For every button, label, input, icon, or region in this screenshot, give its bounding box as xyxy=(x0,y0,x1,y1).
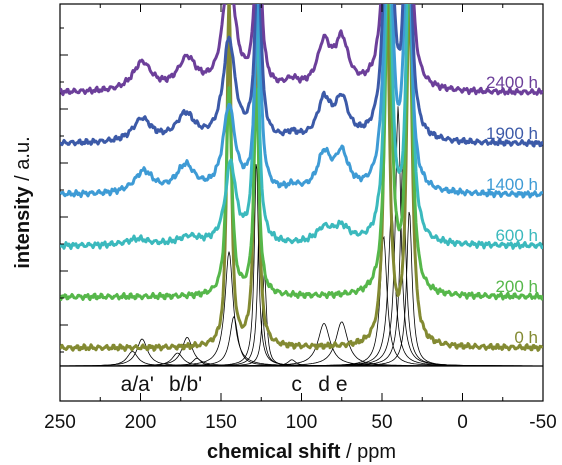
peak-labels: a/a' b/b' c d e xyxy=(121,373,348,396)
fit-component xyxy=(60,315,543,366)
fit-component xyxy=(60,359,543,366)
series-line xyxy=(60,4,543,148)
x-ticks: 250 200 150 100 50 0 -50 xyxy=(44,4,557,433)
spectra-series xyxy=(60,4,543,352)
series-label: 600 h xyxy=(495,226,538,245)
series-line xyxy=(60,4,543,199)
series-label: 1400 h xyxy=(486,175,538,194)
x-tick-label: 250 xyxy=(44,412,76,433)
x-axis-title: chemical shift / ppm xyxy=(207,441,396,463)
series-label: 200 h xyxy=(495,277,538,296)
x-tick-label: 200 xyxy=(125,412,157,433)
series-line xyxy=(60,4,543,302)
fit-component xyxy=(60,211,543,366)
series-line xyxy=(60,4,543,352)
x-tick-label: 150 xyxy=(205,412,237,433)
plot-frame xyxy=(59,3,544,402)
peak-label: a/a' xyxy=(121,373,154,396)
x-tick-label: -50 xyxy=(529,412,556,433)
peak-label: e xyxy=(336,373,348,396)
y-axis-title: intensity / a.u. xyxy=(12,136,34,268)
series-label: 1900 h xyxy=(486,124,538,143)
series-line xyxy=(60,4,543,97)
fit-component xyxy=(60,338,543,366)
fit-component xyxy=(60,352,543,366)
x-tick-label: 0 xyxy=(457,412,468,433)
peak-label: d xyxy=(318,373,330,396)
fit-component xyxy=(60,210,543,366)
peak-label: c xyxy=(291,373,302,396)
fit-component xyxy=(60,351,543,366)
x-tick-label: 100 xyxy=(286,412,318,433)
y-ticks xyxy=(60,27,68,353)
fit-component xyxy=(60,158,543,366)
fit-component xyxy=(60,321,543,366)
plot-area: 250 200 150 100 50 0 -50 a/a' b/b' c d e 0 h 200 h 6… xyxy=(44,3,557,433)
fit-component xyxy=(60,274,543,366)
series-label: 2400 h xyxy=(486,73,538,92)
x-tick-label: 50 xyxy=(371,412,392,433)
fit-components xyxy=(60,106,543,366)
series-labels: 0 h 200 h 600 h 1400 h 1900 h 2400 h xyxy=(486,73,538,347)
peak-label: b/b' xyxy=(169,373,202,396)
series-line xyxy=(60,4,543,250)
series-label: 0 h xyxy=(514,328,538,347)
